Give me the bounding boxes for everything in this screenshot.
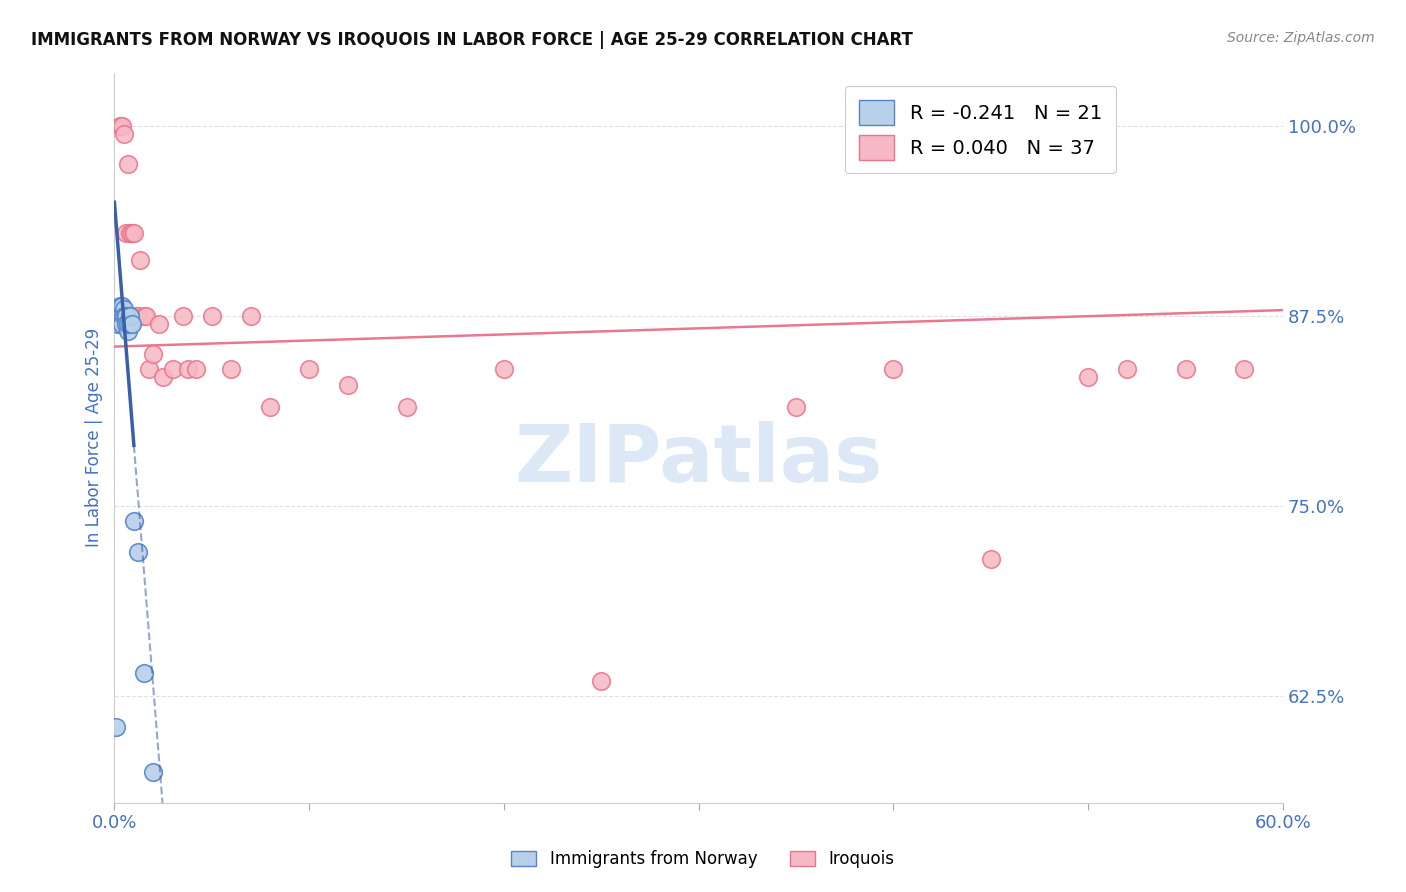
Point — [1233, 362, 1256, 376]
Point — [112, 127, 135, 141]
Y-axis label: In Labor Force | Age 25-29: In Labor Force | Age 25-29 — [86, 328, 103, 548]
Point — [980, 552, 1002, 566]
Text: Source: ZipAtlas.com: Source: ZipAtlas.com — [1227, 31, 1375, 45]
Point — [112, 309, 135, 323]
Point — [107, 317, 129, 331]
Point — [132, 666, 155, 681]
Point — [111, 317, 134, 331]
Point — [492, 362, 515, 376]
Point — [110, 304, 132, 318]
Point — [118, 309, 141, 323]
Point — [239, 309, 262, 323]
Point — [132, 309, 155, 323]
Point — [115, 317, 138, 331]
Point — [186, 362, 208, 376]
Point — [122, 226, 145, 240]
Point — [142, 765, 165, 780]
Point — [785, 401, 807, 415]
Point — [118, 226, 141, 240]
Point — [298, 362, 321, 376]
Point — [117, 157, 139, 171]
Point — [117, 317, 139, 331]
Text: ZIPatlas: ZIPatlas — [515, 421, 883, 499]
Point — [177, 362, 200, 376]
Point — [111, 304, 134, 318]
Point — [115, 309, 138, 323]
Point — [122, 515, 145, 529]
Legend: R = -0.241   N = 21, R = 0.040   N = 37: R = -0.241 N = 21, R = 0.040 N = 37 — [845, 87, 1115, 173]
Point — [115, 309, 138, 323]
Point — [1174, 362, 1197, 376]
Point — [111, 119, 134, 133]
Point — [127, 545, 149, 559]
Point — [110, 299, 132, 313]
Point — [395, 401, 418, 415]
Point — [172, 309, 194, 323]
Point — [125, 309, 148, 323]
Point — [162, 362, 184, 376]
Point — [121, 317, 143, 331]
Point — [201, 309, 224, 323]
Point — [110, 119, 132, 133]
Point — [127, 309, 149, 323]
Point — [148, 317, 170, 331]
Point — [138, 362, 160, 376]
Point — [105, 720, 128, 734]
Point — [259, 401, 281, 415]
Point — [135, 309, 157, 323]
Point — [1077, 370, 1099, 384]
Point — [112, 301, 135, 316]
Point — [128, 252, 150, 267]
Point — [118, 317, 141, 331]
Point — [882, 362, 904, 376]
Legend: Immigrants from Norway, Iroquois: Immigrants from Norway, Iroquois — [503, 842, 903, 877]
Point — [337, 377, 360, 392]
Point — [117, 325, 139, 339]
Point — [142, 347, 165, 361]
Point — [591, 673, 613, 688]
Text: IMMIGRANTS FROM NORWAY VS IROQUOIS IN LABOR FORCE | AGE 25-29 CORRELATION CHART: IMMIGRANTS FROM NORWAY VS IROQUOIS IN LA… — [31, 31, 912, 49]
Point — [115, 226, 138, 240]
Point — [219, 362, 242, 376]
Point — [152, 370, 174, 384]
Point — [1116, 362, 1139, 376]
Point — [121, 226, 143, 240]
Point — [111, 299, 134, 313]
